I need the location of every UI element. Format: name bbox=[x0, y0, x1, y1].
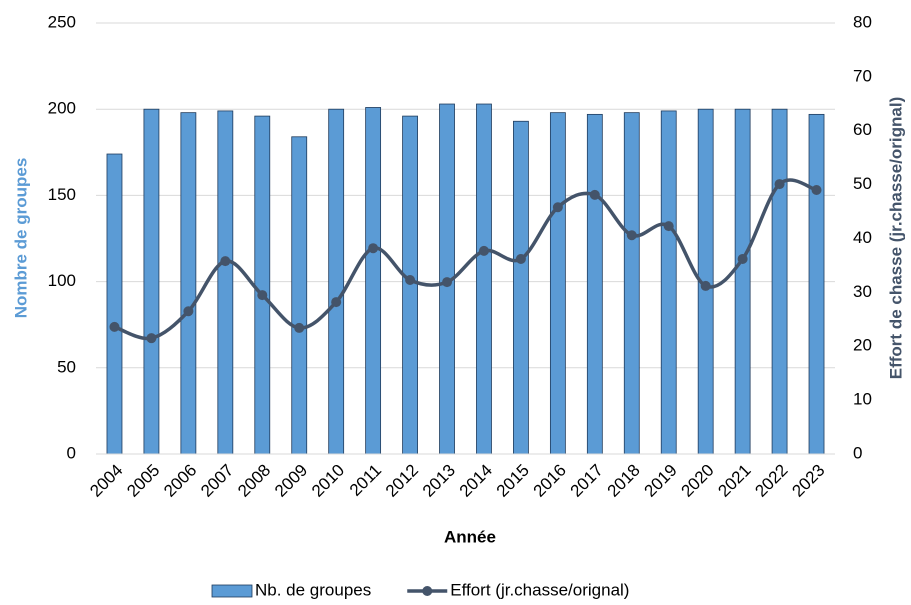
line-marker bbox=[774, 179, 785, 190]
bar bbox=[623, 112, 640, 455]
y-tick-label: 150 bbox=[48, 185, 76, 204]
line-marker bbox=[811, 185, 822, 196]
x-tick-label: 2017 bbox=[567, 461, 607, 501]
line-marker bbox=[442, 277, 453, 288]
y2-tick-label: 60 bbox=[853, 120, 872, 139]
bar bbox=[808, 113, 825, 455]
y2-tick-label: 50 bbox=[853, 174, 872, 193]
y2-tick-label: 70 bbox=[853, 66, 872, 85]
line-marker bbox=[368, 243, 379, 254]
y-tick-label: 50 bbox=[57, 357, 76, 376]
x-tick-label: 2009 bbox=[271, 461, 311, 501]
y-axis-title: Nombre de groupes bbox=[11, 158, 30, 319]
bar bbox=[476, 103, 492, 455]
line-marker bbox=[737, 253, 748, 264]
line-marker bbox=[257, 290, 268, 301]
line-marker bbox=[294, 322, 305, 333]
x-tick-label: 2008 bbox=[234, 461, 274, 501]
x-tick-label: 2016 bbox=[530, 461, 570, 501]
legend-swatch bbox=[211, 584, 253, 598]
x-tick-label: 2006 bbox=[160, 461, 200, 501]
bar bbox=[660, 110, 677, 455]
y-tick-label: 250 bbox=[48, 12, 76, 31]
x-tick-label: 2014 bbox=[456, 461, 496, 501]
line-marker bbox=[515, 253, 526, 264]
x-tick-label: 2011 bbox=[346, 461, 385, 500]
bar bbox=[291, 136, 308, 455]
bar bbox=[217, 110, 234, 455]
bar bbox=[402, 115, 418, 455]
x-tick-label: 2021 bbox=[714, 461, 754, 501]
line-marker bbox=[331, 297, 342, 308]
x-tick-label: 2020 bbox=[677, 461, 717, 501]
line-marker bbox=[478, 245, 489, 256]
y-tick-label: 0 bbox=[67, 443, 76, 462]
line-marker bbox=[589, 189, 600, 200]
bar bbox=[734, 108, 751, 455]
bar bbox=[771, 108, 788, 455]
x-tick-label: 2023 bbox=[788, 461, 828, 501]
line-marker bbox=[626, 230, 637, 241]
y2-tick-label: 0 bbox=[853, 443, 862, 462]
x-tick-label: 2013 bbox=[419, 461, 459, 501]
line-marker bbox=[109, 321, 120, 332]
bar bbox=[365, 107, 382, 455]
legend-label: Nb. de groupes bbox=[255, 580, 371, 599]
x-tick-label: 2019 bbox=[641, 461, 681, 501]
y2-tick-label: 30 bbox=[853, 282, 872, 301]
y2-tick-label: 40 bbox=[853, 228, 872, 247]
bar bbox=[254, 115, 271, 455]
legend-label: Effort (jr.chasse/orignal) bbox=[450, 580, 629, 599]
x-axis-title: Année bbox=[444, 527, 496, 546]
line-marker bbox=[405, 274, 416, 285]
line-marker bbox=[220, 256, 231, 267]
bar bbox=[180, 112, 197, 455]
bar bbox=[328, 108, 345, 455]
bar bbox=[143, 108, 160, 455]
y2-axis-title: Effort de chasse (jr.chasse/orignal) bbox=[886, 97, 905, 379]
line-marker bbox=[183, 306, 194, 317]
line-marker bbox=[663, 221, 674, 232]
y-tick-label: 200 bbox=[48, 99, 76, 118]
legend-marker bbox=[422, 586, 433, 596]
x-tick-label: 2018 bbox=[604, 461, 644, 501]
x-tick-label: 2007 bbox=[197, 461, 237, 501]
bar bbox=[106, 153, 123, 455]
x-tick-label: 2004 bbox=[86, 461, 126, 501]
line-marker bbox=[146, 333, 157, 344]
bar bbox=[513, 120, 529, 455]
line-marker bbox=[552, 202, 563, 213]
x-tick-label: 2022 bbox=[751, 461, 791, 501]
bar bbox=[586, 113, 603, 455]
y2-tick-label: 10 bbox=[853, 390, 872, 409]
line-marker bbox=[700, 280, 711, 291]
y-tick-label: 100 bbox=[48, 271, 76, 290]
bar bbox=[549, 112, 566, 455]
x-tick-label: 2015 bbox=[493, 461, 533, 501]
y2-tick-label: 80 bbox=[853, 12, 872, 31]
x-tick-label: 2010 bbox=[308, 461, 348, 501]
x-tick-label: 2005 bbox=[123, 461, 163, 501]
x-tick-label: 2012 bbox=[382, 461, 422, 501]
y2-tick-label: 20 bbox=[853, 336, 872, 355]
